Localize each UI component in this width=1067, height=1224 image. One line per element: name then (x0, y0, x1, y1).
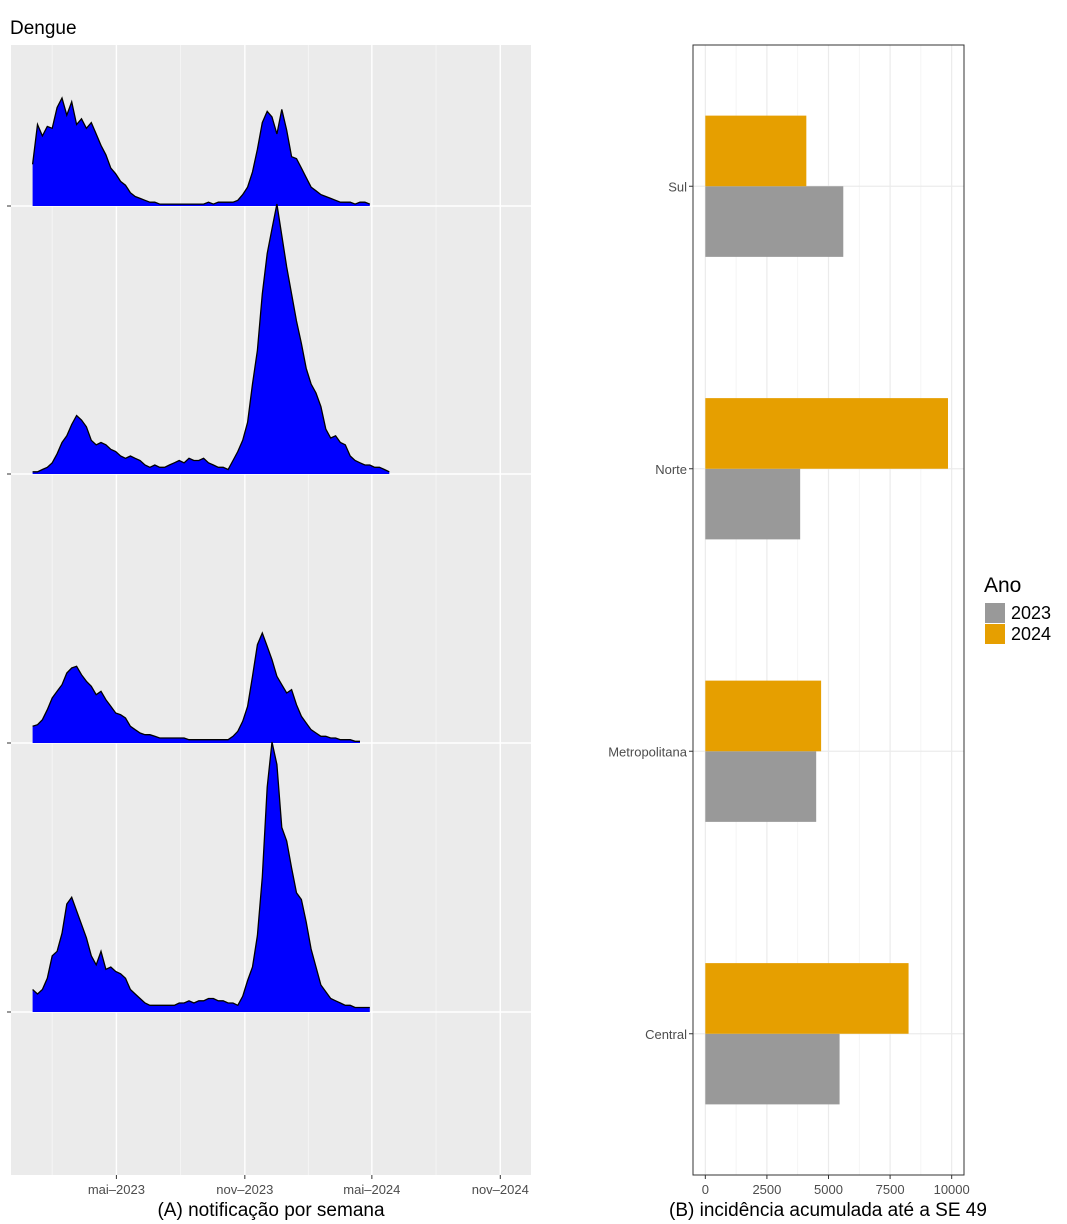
panel-a-x-tick-label: nov–2023 (216, 1182, 273, 1197)
panel-b-x-axis: 0 2500 5000 7500 10000 (702, 1175, 970, 1197)
panel-a-x-tick-label: nov–2024 (472, 1182, 529, 1197)
bar-sul-2023 (705, 186, 844, 257)
panel-b-y-tick-label-norte: Norte (655, 462, 687, 477)
panel-b-cumulative-incidence: Central Metropolitana Norte Sul 0 2500 5000 75… (608, 44, 987, 1221)
figure-title: Dengue (10, 18, 77, 39)
panel-a-x-axis: mai–2023 nov–2023 mai–2024 nov–2024 (88, 1175, 529, 1197)
ridge-area-metropolitana (32, 633, 360, 743)
bar-sul-2024 (705, 115, 807, 187)
bar-metropolitana-2024 (705, 680, 822, 752)
ridge-area-sul (32, 98, 370, 206)
panel-a-areas (31, 96, 390, 1012)
panel-a-x-tick-label: mai–2023 (88, 1182, 145, 1197)
panel-b-x-tick-label: 5000 (814, 1182, 843, 1197)
bar-norte-2023 (705, 468, 801, 540)
panel-b-x-tick-label: 0 (702, 1182, 709, 1197)
panel-b-y-tick-label-central: Central (645, 1027, 687, 1042)
bar-central-2023 (705, 1033, 840, 1105)
legend-title: Ano (984, 574, 1021, 597)
panel-a-x-axis-title: (A) notificação por semana (157, 1200, 384, 1221)
panel-b-y-tick-label-metropolitana: Metropolitana (608, 744, 688, 759)
bar-metropolitana-2023 (705, 751, 817, 822)
legend-label-2023: 2023 (1011, 603, 1051, 623)
bar-norte-2024 (705, 398, 948, 469)
ridge-outline-sul (31, 96, 371, 205)
panel-b-x-tick-label: 7500 (876, 1182, 905, 1197)
panel-b-x-tick-label: 10000 (934, 1182, 970, 1197)
ridge-outline-metropolitana (32, 631, 360, 742)
legend-label-2024: 2024 (1011, 624, 1051, 644)
panel-b-x-tick-label: 2500 (752, 1182, 781, 1197)
panel-b-y-tick-label-sul: Sul (668, 179, 687, 194)
ridge-area-norte (32, 204, 390, 474)
ridge-area-central (32, 742, 370, 1012)
ridge-outline-central (32, 741, 370, 1009)
panel-a-x-tick-label: mai–2024 (343, 1182, 400, 1197)
panel-b-y-axis: Central Metropolitana Norte Sul (608, 179, 693, 1042)
panel-a-weekly-notifications: mai–2023 nov–2023 mai–2024 nov–2024 (A) not… (7, 45, 531, 1221)
panel-b-bars (705, 115, 948, 1105)
bar-central-2024 (705, 963, 909, 1034)
ridge-outline-norte (32, 203, 390, 473)
panel-b-x-axis-title: (B) incidência acumulada até a SE 49 (669, 1200, 987, 1221)
legend-swatch-2024 (985, 624, 1005, 644)
legend-swatch-2023 (985, 603, 1005, 623)
panel-a-y-ticks (7, 205, 11, 1013)
